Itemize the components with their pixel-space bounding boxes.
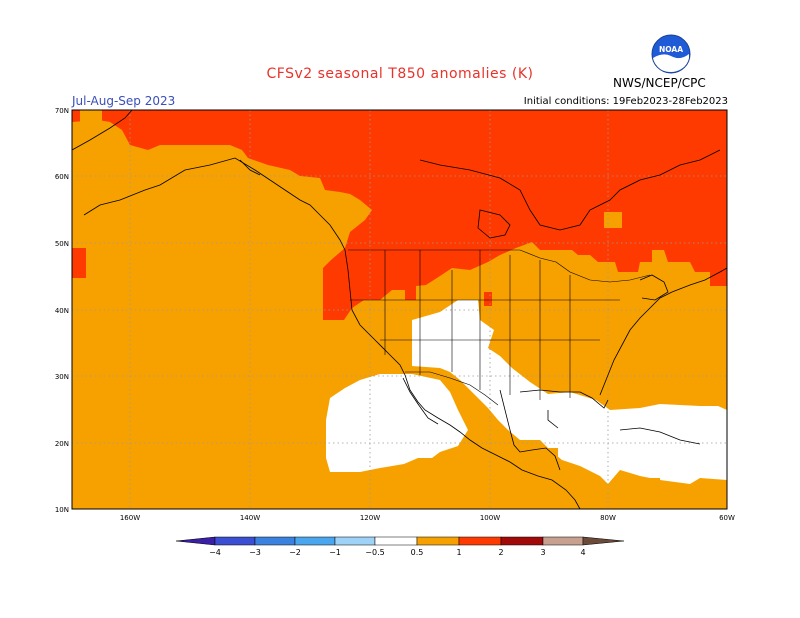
field-white-pacific [326, 374, 468, 472]
field-red-west [72, 248, 86, 278]
legend-swatch [500, 536, 544, 546]
lon-label: 160W [120, 514, 140, 522]
lon-label: 100W [480, 514, 500, 522]
coastlines [71, 109, 728, 510]
legend-label: −4 [209, 548, 221, 557]
lon-label: 80W [600, 514, 616, 522]
graticule [72, 110, 727, 509]
legend-label: −1 [329, 548, 341, 557]
legend-swatch [254, 536, 296, 546]
legend-label: 0.5 [411, 548, 424, 557]
field-orange-dot-1 [484, 432, 498, 446]
legend-swatch [416, 536, 460, 546]
legend-label: 3 [540, 548, 545, 557]
field-orange-hole [604, 212, 622, 228]
field-red-dot [484, 292, 492, 306]
lat-label: 50N [55, 240, 69, 248]
org-label: NWS/NCEP/CPC [613, 76, 706, 90]
field-orange-dot-2 [474, 424, 484, 434]
legend-label: −3 [249, 548, 261, 557]
lon-label: 60W [719, 514, 735, 522]
field-orange-alaska-n [80, 110, 102, 130]
initial-conditions: Initial conditions: 19Feb2023-28Feb2023 [523, 96, 728, 107]
field-white-southwest [412, 300, 727, 484]
lat-label: 10N [55, 506, 69, 514]
lat-label: 40N [55, 307, 69, 315]
legend-swatch [374, 536, 418, 546]
season-label: Jul-Aug-Sep 2023 [72, 94, 176, 108]
lon-axis: 160W 140W 120W 100W 80W 60W [120, 514, 735, 522]
field-orange-dot-3 [540, 448, 558, 470]
noaa-logo-text: NOAA [659, 45, 683, 54]
lat-axis: 70N 60N 50N 40N 30N 20N 10N [55, 107, 69, 514]
legend-label: 1 [456, 548, 461, 557]
legend-swatch [214, 536, 256, 546]
legend-swatch [542, 536, 584, 546]
lon-label: 120W [360, 514, 380, 522]
noaa-logo: NOAA [651, 34, 691, 74]
anomaly-field [72, 110, 727, 509]
legend-swatch [334, 536, 376, 546]
field-orange-alaska-w [72, 140, 98, 190]
field-red-north [72, 110, 727, 320]
borders [348, 249, 651, 406]
legend-label: 2 [498, 548, 503, 557]
legend-label: 4 [580, 548, 585, 557]
legend-swatch [294, 536, 336, 546]
field-orange-southeast [620, 478, 660, 509]
map-title: CFSv2 seasonal T850 anomalies (K) [266, 66, 534, 82]
legend-arrow-right [582, 536, 625, 546]
color-legend: −4 −3 −2 −1 −0.5 0.5 1 2 3 4 [175, 536, 625, 557]
lat-label: 30N [55, 373, 69, 381]
lat-label: 70N [55, 107, 69, 115]
map-frame [71, 109, 728, 510]
legend-arrow-left [175, 536, 216, 546]
legend-label: −2 [289, 548, 301, 557]
legend-label: −0.5 [365, 548, 384, 557]
legend-swatch [458, 536, 502, 546]
lat-label: 20N [55, 440, 69, 448]
lat-label: 60N [55, 173, 69, 181]
lon-label: 140W [240, 514, 260, 522]
